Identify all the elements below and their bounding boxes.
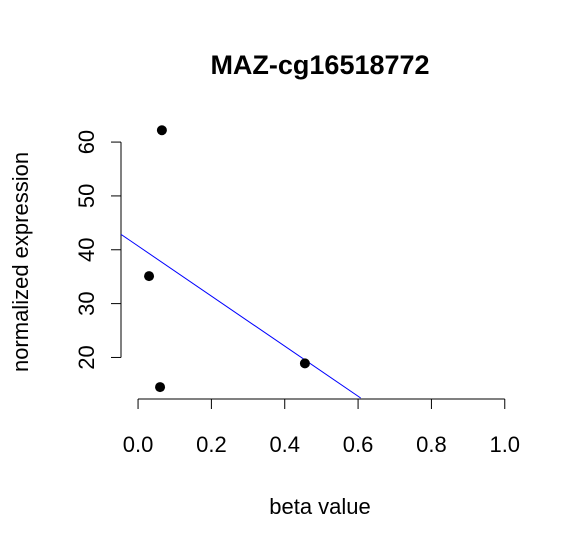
y-tick-label: 30 [74, 291, 99, 315]
y-tick-label: 60 [74, 130, 99, 154]
x-tick-label: 0.6 [343, 432, 374, 457]
x-tick-label: 1.0 [489, 432, 520, 457]
x-axis-title: beta value [269, 494, 371, 519]
x-tick-label: 0.8 [416, 432, 447, 457]
y-tick-label: 20 [74, 345, 99, 369]
data-point [299, 358, 310, 369]
data-point [156, 125, 167, 136]
x-tick-label: 0.4 [269, 432, 300, 457]
y-tick-label: 40 [74, 238, 99, 262]
chart-title: MAZ-cg16518772 [210, 50, 429, 80]
x-tick-label: 0.2 [196, 432, 227, 457]
regression-line [120, 233, 361, 399]
data-point [155, 382, 166, 393]
data-point [144, 271, 155, 282]
plot-area: 0.0 0.2 0.4 0.6 0.8 1.0 20 30 40 50 60 [74, 125, 520, 457]
x-tick-label: 0.0 [123, 432, 154, 457]
y-axis-title: normalized expression [8, 152, 33, 372]
y-tick-label: 50 [74, 184, 99, 208]
